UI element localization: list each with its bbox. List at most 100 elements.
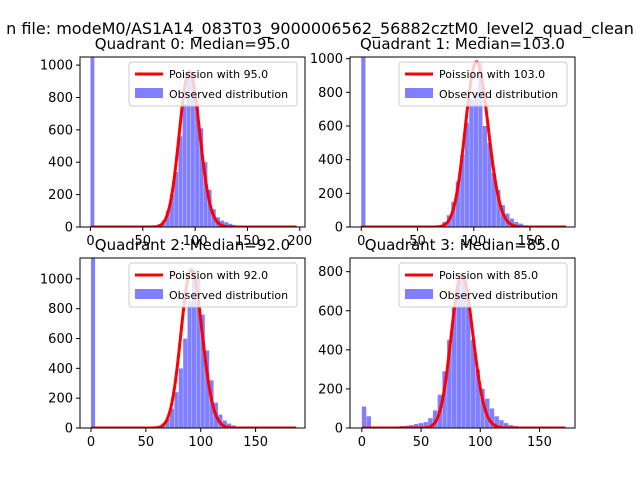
legend-label-observed: Observed distribution [439,289,558,302]
histogram-bar [482,126,487,227]
histogram-bar [491,173,496,227]
legend-box [128,262,298,308]
histogram-bar [455,181,460,227]
histogram-bar [480,388,485,428]
axes-frame [349,56,576,228]
x-tick-label: 0 [358,435,366,450]
histogram-bar [190,71,195,227]
y-tick-label: 200 [318,187,343,202]
histogram-bar [451,201,456,227]
legend-bar-swatch [135,88,163,98]
histogram-bar [473,92,478,227]
histogram-bar [203,162,208,227]
legend: Poission with 103.0 Observed distribution [398,61,568,107]
histogram-bar [186,76,191,227]
legend-label-poisson: Poission with 92.0 [169,269,268,282]
y-tick-label: 800 [48,302,73,317]
histogram-bar [361,57,366,227]
x-tick-label: 150 [518,234,543,249]
histogram-bar [195,103,200,227]
legend-bar-swatch [405,289,433,299]
histogram-bar [361,406,367,428]
histogram-bar [413,424,419,428]
axes-frame [79,257,306,429]
x-tick-label: 50 [135,234,152,249]
histogram-bar [451,306,457,428]
legend: Poission with 95.0 Observed distribution [128,61,298,107]
subplot-title: Quadrant 2: Median=92.0 [95,236,290,254]
x-tick-label: 150 [527,435,552,450]
y-tick-label: 1000 [310,52,343,67]
y-tick-label: 400 [48,362,73,377]
legend-label-poisson: Poission with 95.0 [169,68,268,81]
histogram-bar [464,122,469,227]
histogram-bar [428,418,433,428]
y-tick-label: 800 [48,91,73,106]
subplot-quadrant-3: 0 50 100 150 0 200 400 600 800 Quadrant 3: Median… [318,236,576,450]
x-tick-label: 50 [138,435,155,450]
y-tick-label: 600 [318,120,343,135]
y-tick-label: 200 [48,188,73,203]
histogram-bar [366,416,372,428]
y-tick-label: 600 [318,304,343,319]
x-tick-label: 150 [243,435,268,450]
y-tick-label: 1000 [40,272,73,287]
x-tick-label: 100 [468,435,493,450]
histogram-bar [178,136,183,227]
x-tick-label: 0 [87,435,95,450]
histogram-bar [494,416,499,428]
legend-bar-swatch [135,289,163,299]
y-tick-label: 400 [318,153,343,168]
legend-label-poisson: Poission with 103.0 [439,68,545,81]
histogram-bar [90,57,95,227]
x-tick-label: 100 [188,435,213,450]
y-tick-label: 600 [48,332,73,347]
y-tick-label: 200 [48,392,73,407]
histogram-bar [174,171,179,227]
histogram-bar [187,301,192,428]
histogram-bar [165,210,170,227]
histogram-bar [191,269,197,428]
histogram-bar [461,275,466,428]
y-tick-label: 1000 [40,59,73,74]
histogram-bar [90,258,96,428]
histogram-bar [447,340,452,428]
subplot-quadrant-0: 0 50 100 150 200 0 200 400 600 800 1000 Quadrant 0:… [40,35,312,249]
x-tick-label: 0 [357,234,365,249]
histogram-bar [196,278,201,428]
subplot-title: Quadrant 1: Median=103.0 [360,35,565,53]
y-tick-label: 0 [335,221,343,236]
histogram-bar [487,142,492,227]
histogram-bar [174,392,179,428]
x-tick-label: 100 [183,234,208,249]
histogram-bar [489,408,495,428]
legend-box [128,61,298,107]
histogram-bar [228,223,233,227]
y-tick-label: 600 [48,123,73,138]
legend-label-observed: Observed distribution [169,88,288,101]
y-tick-label: 0 [335,422,343,437]
x-tick-label: 50 [413,435,430,450]
histogram-bar [442,371,447,428]
legend-label-observed: Observed distribution [439,88,558,101]
histogram-bar [423,422,428,428]
histogram-bar [514,221,519,227]
histogram-bar [182,103,187,227]
histogram-bar [220,220,225,227]
histogram-bar [205,350,210,428]
legend-box [398,262,568,308]
legend: Poission with 92.0 Observed distribution [128,262,298,308]
legend-box [398,61,568,107]
axes-frame [79,56,306,228]
histogram-bar [469,99,474,227]
x-tick-label: 50 [409,234,426,249]
legend-label-poisson: Poission with 85.0 [439,269,538,282]
histogram-bar [170,194,174,227]
histogram-bar [475,369,480,428]
histogram-bar [496,189,501,227]
y-tick-label: 0 [65,221,73,236]
histogram-bar [503,423,509,428]
y-tick-label: 800 [318,265,343,280]
